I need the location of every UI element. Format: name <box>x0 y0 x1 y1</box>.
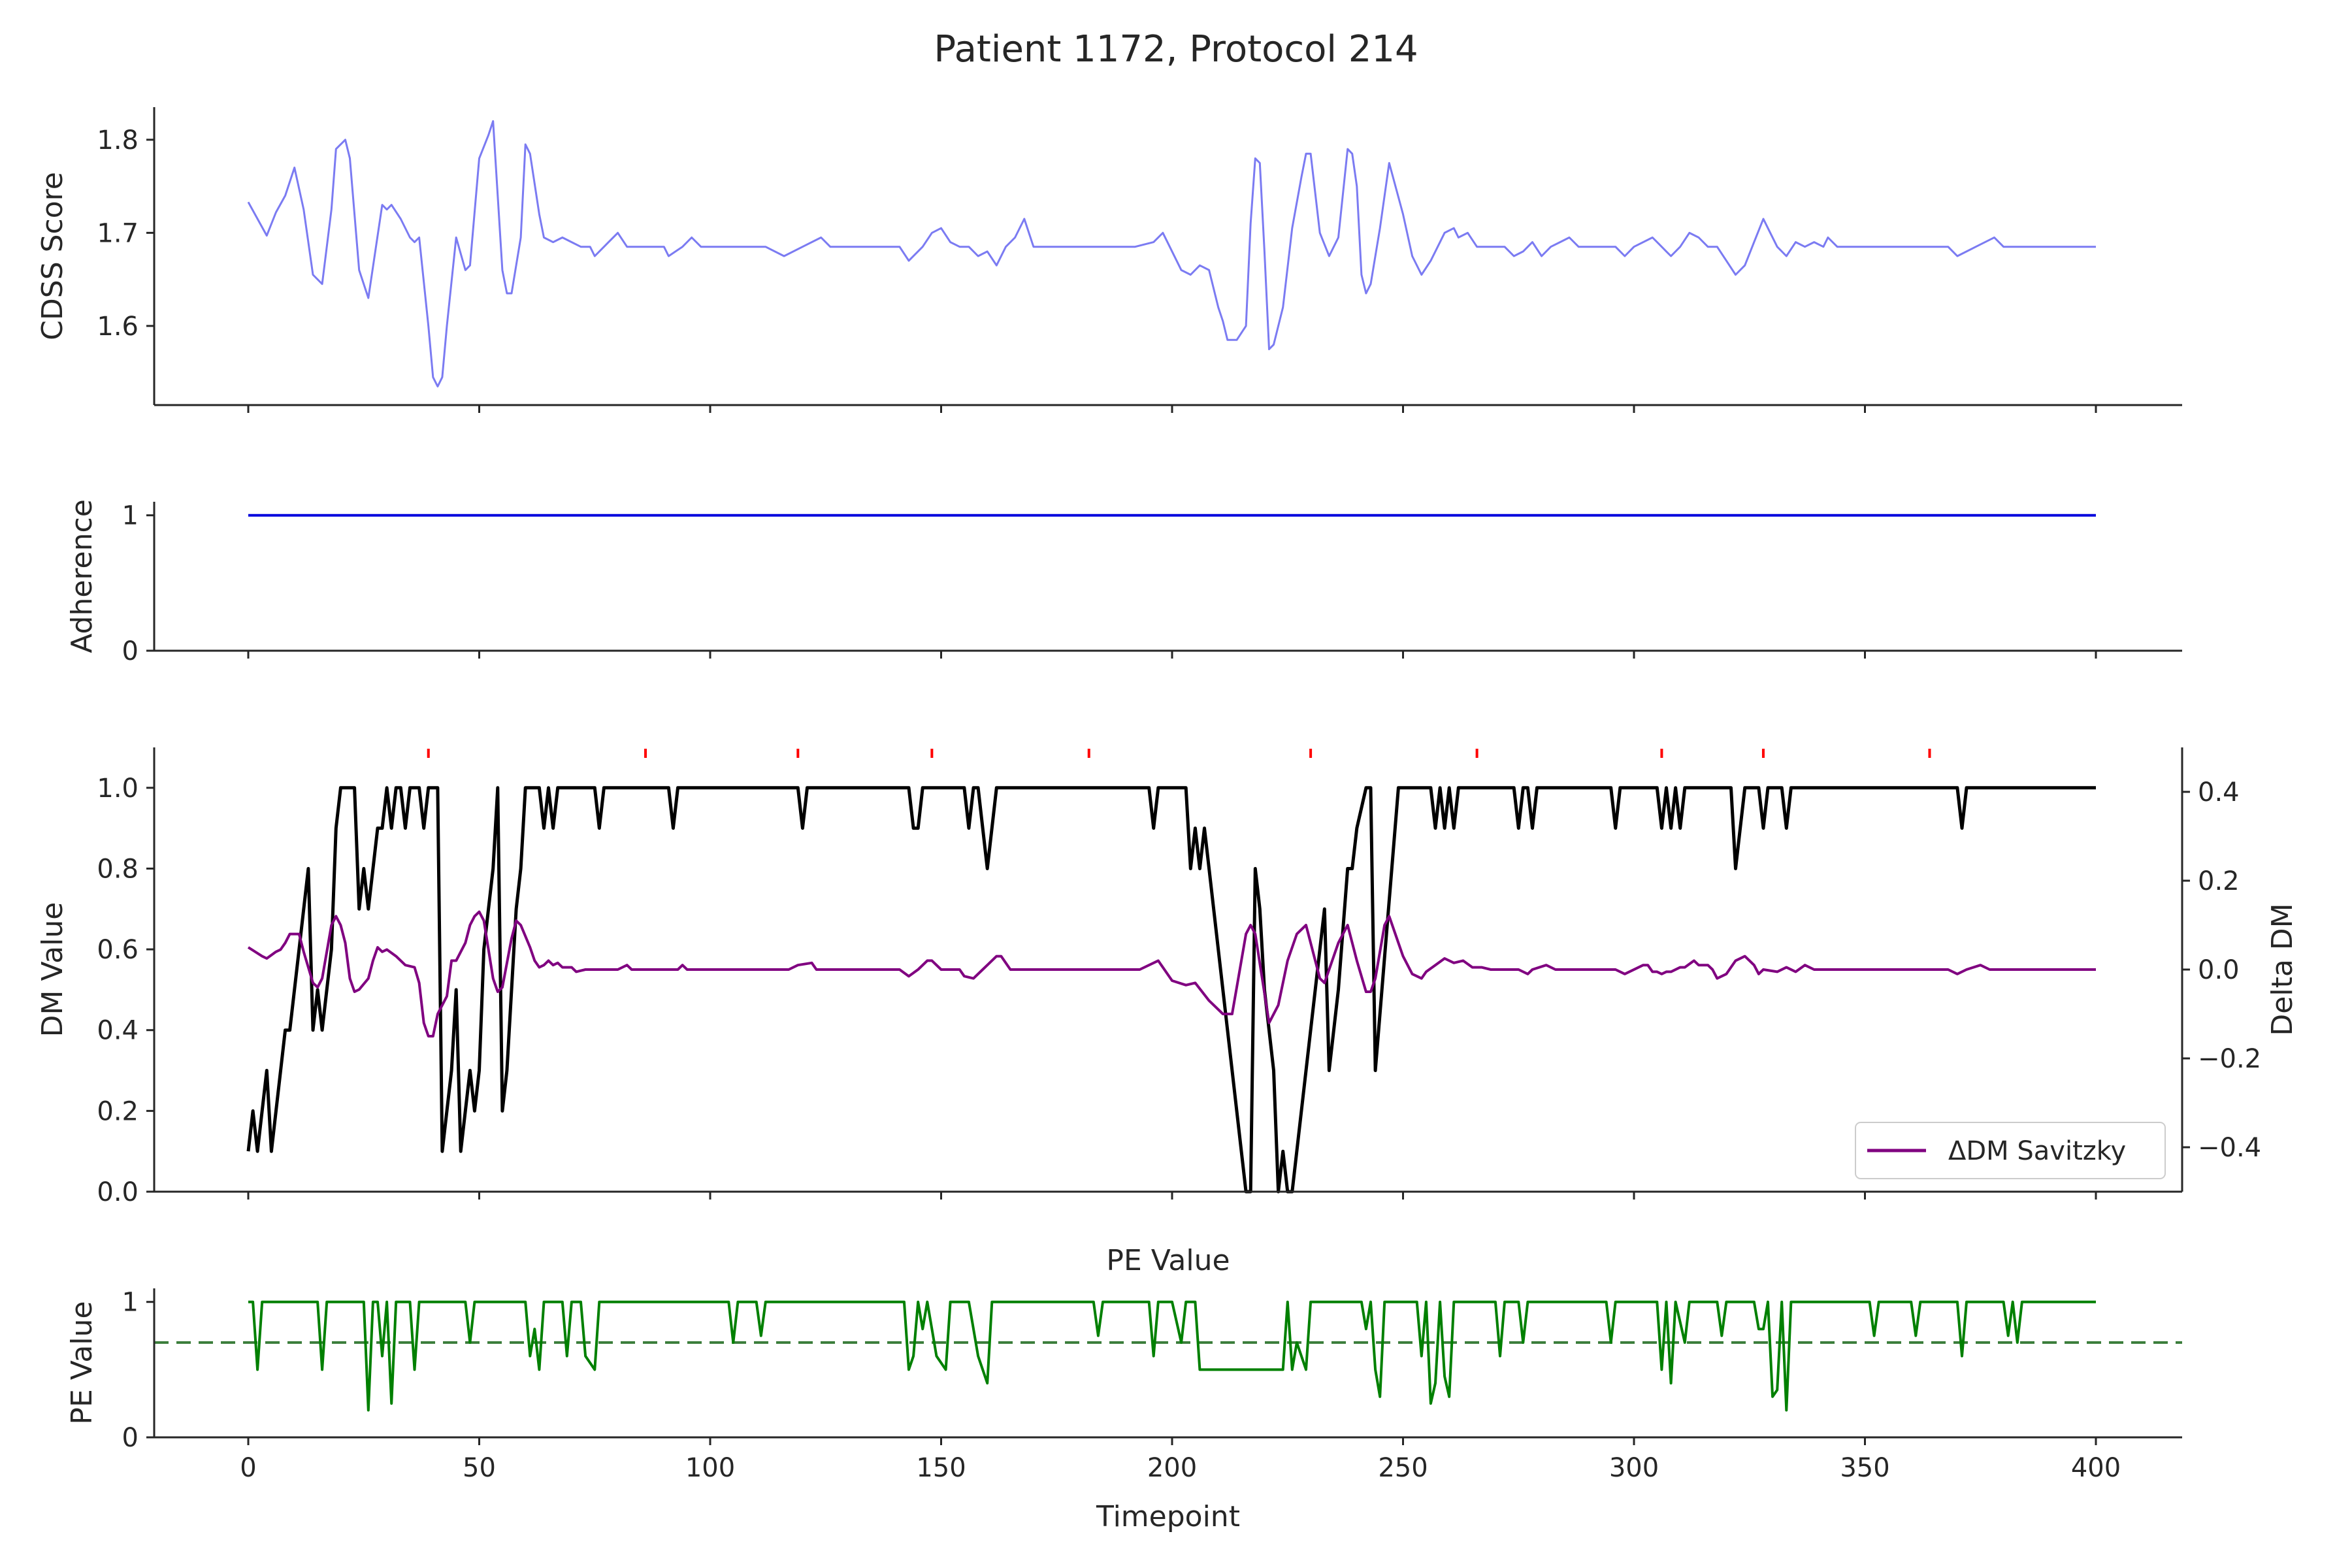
figure-title: Patient 1172, Protocol 214 <box>934 28 1418 71</box>
dm-value-line <box>246 786 2096 1194</box>
xtick-label: 100 <box>685 1453 735 1483</box>
panel-pe-ylabel: PE Value <box>65 1301 99 1424</box>
dm-y2tick-label: −0.4 <box>2198 1133 2261 1163</box>
dm-ytick-label: 0.2 <box>97 1096 139 1126</box>
panel-cdss-yticks: 1.6 1.7 1.8 <box>97 125 154 342</box>
legend-frame <box>1855 1122 2166 1179</box>
panel-dm-marks <box>246 786 2096 1194</box>
panel-cdss-ylabel: CDSS Score <box>36 172 69 340</box>
panel-cdss-xticks <box>247 405 2097 413</box>
panel-dm-y2ticks: −0.4 −0.2 0.0 0.2 0.4 <box>2182 777 2261 1163</box>
panel-pe-marks <box>248 1300 2096 1412</box>
panel-dm-xticks <box>247 1192 2097 1200</box>
dm-y2tick-label: 0.4 <box>2198 777 2240 808</box>
panel-pe-title: PE Value <box>1106 1244 1230 1277</box>
panel-dm-yticks: 0.0 0.2 0.4 0.6 0.8 1.0 <box>97 774 154 1207</box>
xtick-label: 300 <box>1609 1453 1659 1483</box>
panel-pe: PE Value 01 0 50 100 150 200 250 300 350 400 PE … <box>65 1244 2182 1533</box>
pe-ytick-label: 1 <box>122 1288 139 1318</box>
xtick-label: 350 <box>1840 1453 1889 1483</box>
dm-y2tick-label: 0.0 <box>2198 955 2240 985</box>
cdss-ytick-label: 1.8 <box>97 125 139 155</box>
pe-line <box>248 1300 2096 1412</box>
legend: ΔDM Savitzky <box>1855 1122 2166 1179</box>
dm-y2tick-label: 0.2 <box>2198 866 2240 896</box>
xtick-label: 400 <box>2071 1453 2121 1483</box>
dm-ytick-label: 0.4 <box>97 1016 139 1046</box>
panel-dm-ylabel: DM Value <box>36 902 69 1037</box>
adherence-ytick-label: 0 <box>122 636 139 666</box>
cdss-line <box>247 120 2096 387</box>
dm-y2tick-label: −0.2 <box>2198 1044 2261 1074</box>
panel-pe-yticks: 01 <box>122 1288 154 1453</box>
pe-ytick-label: 0 <box>122 1423 139 1453</box>
panel-adherence-ylabel: Adherence <box>65 499 99 653</box>
panel-adherence-xticks <box>247 651 2097 659</box>
panel-adherence-yticks: 01 <box>122 501 154 666</box>
delta-dm-line <box>247 910 2096 1037</box>
panel-pe-xticks: 0 50 100 150 200 250 300 350 400 <box>240 1437 2121 1483</box>
dm-ytick-label: 0.0 <box>97 1177 139 1207</box>
panel-pe-xlabel: Timepoint <box>1096 1500 1240 1533</box>
xtick-label: 250 <box>1378 1453 1428 1483</box>
panel-adherence: 01 Adherence <box>65 499 2182 666</box>
panel-dm-event-markers <box>427 749 1931 758</box>
xtick-label: 150 <box>916 1453 966 1483</box>
panel-dm-y2label: Delta DM <box>2266 903 2299 1036</box>
xtick-label: 50 <box>463 1453 496 1483</box>
dm-ytick-label: 0.6 <box>97 935 139 965</box>
legend-label: ΔDM Savitzky <box>1948 1136 2126 1166</box>
panel-cdss-marks <box>247 120 2096 387</box>
cdss-ytick-label: 1.7 <box>97 218 139 248</box>
panel-dm: 0.0 0.2 0.4 0.6 0.8 1.0 −0.4 −0.2 0.0 0.2 0.4 DM … <box>36 747 2299 1207</box>
adherence-ytick-label: 1 <box>122 501 139 531</box>
dm-ytick-label: 0.8 <box>97 854 139 884</box>
xtick-label: 0 <box>240 1453 256 1483</box>
dm-ytick-label: 1.0 <box>97 774 139 804</box>
cdss-ytick-label: 1.6 <box>97 312 139 342</box>
xtick-label: 200 <box>1147 1453 1197 1483</box>
panel-cdss: 1.6 1.7 1.8 CDSS Score <box>36 107 2182 413</box>
